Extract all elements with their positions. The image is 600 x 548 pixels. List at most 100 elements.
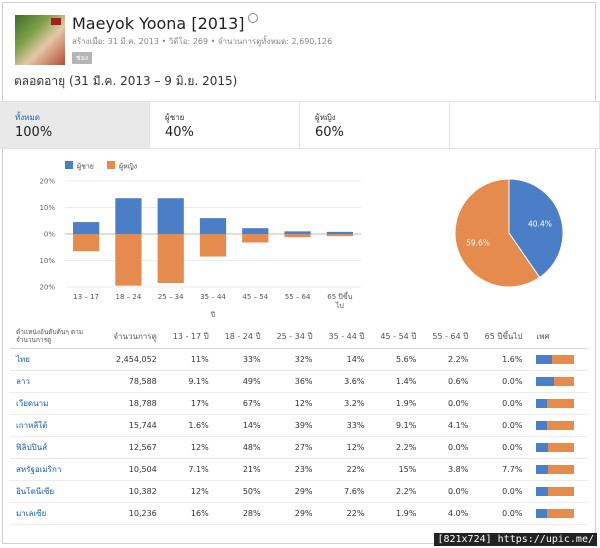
table-cell: 7.6% bbox=[316, 480, 369, 503]
bar-female bbox=[199, 234, 227, 257]
gender-pie-chart: 40.4% 59.6% bbox=[454, 178, 564, 288]
table-cell: 2.2% bbox=[368, 480, 421, 503]
country-link[interactable]: เวียดนาม bbox=[10, 392, 100, 415]
table-cell: 29% bbox=[264, 502, 317, 525]
frame-border bbox=[2, 2, 596, 544]
table-row: ฟิลิปปินส์ 12,567 12% 48% 27% 12% 2.2% 0.0% 0.0% bbox=[10, 436, 588, 459]
table-cell: 39% bbox=[264, 414, 317, 437]
tab-label: ผู้ชาย bbox=[165, 113, 185, 122]
gender-bar-cell bbox=[526, 392, 588, 415]
x-axis-label: ปี bbox=[211, 311, 216, 319]
column-header[interactable]: เพศ bbox=[526, 324, 588, 349]
table-cell: 32% bbox=[264, 348, 317, 371]
column-header[interactable]: 55 - 64 ปี bbox=[420, 324, 473, 349]
table-cell: 12,567 bbox=[100, 436, 161, 459]
tab-male[interactable]: ผู้ชาย 40% bbox=[150, 102, 300, 148]
table-cell: 27% bbox=[264, 436, 317, 459]
table-cell: 33% bbox=[212, 348, 265, 371]
table-cell: 2,454,052 bbox=[100, 348, 161, 371]
table-cell: 50% bbox=[212, 480, 265, 503]
country-link[interactable]: อินโดนีเซีย bbox=[10, 480, 100, 503]
gender-bar-cell bbox=[526, 414, 588, 437]
table-cell: 12% bbox=[264, 392, 317, 415]
column-header[interactable]: 35 - 44 ปี bbox=[316, 324, 369, 349]
table-cell: 0.6% bbox=[420, 370, 473, 393]
gender-bar-male bbox=[536, 377, 554, 386]
table-cell: 12% bbox=[160, 436, 213, 459]
pie-slice-label: 59.6% bbox=[466, 239, 490, 248]
table-cell: 0.0% bbox=[472, 370, 527, 393]
country-link[interactable]: สหรัฐอเมริกา bbox=[10, 458, 100, 481]
column-header[interactable]: 45 - 54 ปี bbox=[368, 324, 421, 349]
table-cell: 9.1% bbox=[368, 414, 421, 437]
bar-male bbox=[242, 228, 269, 234]
gender-bar-male bbox=[536, 355, 553, 364]
bar-male bbox=[326, 231, 353, 234]
video-title[interactable]: Maeyok Yoona [2013] bbox=[72, 14, 245, 33]
legend-swatch-male bbox=[65, 161, 73, 169]
y-tick-label: 0% bbox=[44, 231, 55, 239]
table-cell: 3.6% bbox=[316, 370, 369, 393]
table-cell: 10,382 bbox=[100, 480, 161, 503]
tab-all[interactable]: ทั้งหมด 100% bbox=[0, 102, 150, 148]
channel-chip[interactable]: ช่อง bbox=[72, 52, 92, 64]
country-link[interactable]: เกาหลีใต้ bbox=[10, 414, 100, 437]
tab-label: ทั้งหมด bbox=[15, 113, 40, 122]
table-cell: 22% bbox=[316, 502, 369, 525]
channel-thumbnail[interactable] bbox=[15, 15, 65, 65]
country-table: ตำแหน่งอันดับต้นๆ ตามจำนวนการดู จำนวนการด… bbox=[10, 324, 588, 525]
x-tick-label: 55 – 64 bbox=[285, 293, 311, 301]
table-row: ลาว 78,588 9.1% 49% 36% 3.6% 1.4% 0.6% 0.0% bbox=[10, 370, 588, 393]
pie-slice-label: 40.4% bbox=[528, 219, 552, 228]
column-header[interactable]: 65 ปีขึ้นไป bbox=[472, 324, 527, 349]
y-tick-label: 20% bbox=[39, 284, 55, 292]
column-header-location[interactable]: ตำแหน่งอันดับต้นๆ ตามจำนวนการดู bbox=[10, 324, 100, 349]
country-link[interactable]: มาเลเซีย bbox=[10, 502, 100, 525]
legend-label-female: ผู้หญิง bbox=[119, 163, 137, 171]
table-cell: 4.1% bbox=[420, 414, 473, 437]
gender-bar-male bbox=[536, 421, 548, 430]
column-header[interactable]: 18 - 24 ปี bbox=[212, 324, 265, 349]
table-cell: 1.6% bbox=[160, 414, 213, 437]
bar-female bbox=[157, 234, 184, 284]
column-header[interactable]: 25 - 34 ปี bbox=[264, 324, 317, 349]
watermark: [821x724] https://upic.me/ bbox=[434, 533, 597, 546]
table-cell: 49% bbox=[212, 370, 265, 393]
tab-female[interactable]: ผู้หญิง 60% bbox=[300, 102, 450, 148]
gender-bar-male bbox=[536, 399, 548, 408]
table-cell: 28% bbox=[212, 502, 265, 525]
table-cell: 15,744 bbox=[100, 414, 161, 437]
gender-bar bbox=[536, 465, 575, 474]
table-cell: 0.0% bbox=[472, 392, 527, 415]
table-cell: 4.0% bbox=[420, 502, 473, 525]
date-range[interactable]: ตลอดอายุ (31 มี.ค. 2013 – 9 มิ.ย. 2015) bbox=[14, 74, 238, 88]
gender-bar bbox=[536, 509, 575, 518]
column-header[interactable]: 13 - 17 ปี bbox=[160, 324, 213, 349]
table-row: มาเลเซีย 10,236 16% 28% 29% 22% 1.9% 4.0% 0.0% bbox=[10, 502, 588, 525]
table-cell: 36% bbox=[264, 370, 317, 393]
gender-bar bbox=[536, 421, 575, 430]
table-cell: 67% bbox=[212, 392, 265, 415]
age-gender-bar-chart: ผู้ชาย ผู้หญิง 20% 10% 0% 10% 20% 13 – 17 18 – 2… bbox=[39, 161, 361, 319]
country-link[interactable]: ไทย bbox=[10, 348, 100, 371]
legend-label-male: ผู้ชาย bbox=[77, 163, 94, 171]
table-cell: 23% bbox=[264, 458, 317, 481]
tab-value: 60% bbox=[315, 125, 344, 140]
x-tick-label: ไป bbox=[335, 301, 345, 310]
table-cell: 33% bbox=[316, 414, 369, 437]
table-cell: 3.2% bbox=[316, 392, 369, 415]
table-cell: 29% bbox=[264, 480, 317, 503]
gender-bar-cell bbox=[526, 348, 588, 371]
external-link-icon[interactable] bbox=[247, 13, 258, 23]
table-cell: 0.0% bbox=[472, 480, 527, 503]
column-header[interactable]: จำนวนการดู bbox=[100, 324, 161, 349]
pie-slice-female bbox=[454, 178, 541, 288]
bar-male bbox=[199, 218, 227, 234]
y-tick-label: 10% bbox=[39, 257, 55, 265]
country-link[interactable]: ลาว bbox=[10, 370, 100, 393]
table-cell: 0.0% bbox=[472, 436, 527, 459]
table-row: อินโดนีเซีย 10,382 12% 50% 29% 7.6% 2.2% 0.0% 0.… bbox=[10, 480, 588, 503]
table-cell: 17% bbox=[160, 392, 213, 415]
tab-value: 40% bbox=[165, 125, 194, 140]
country-link[interactable]: ฟิลิปปินส์ bbox=[10, 436, 100, 459]
